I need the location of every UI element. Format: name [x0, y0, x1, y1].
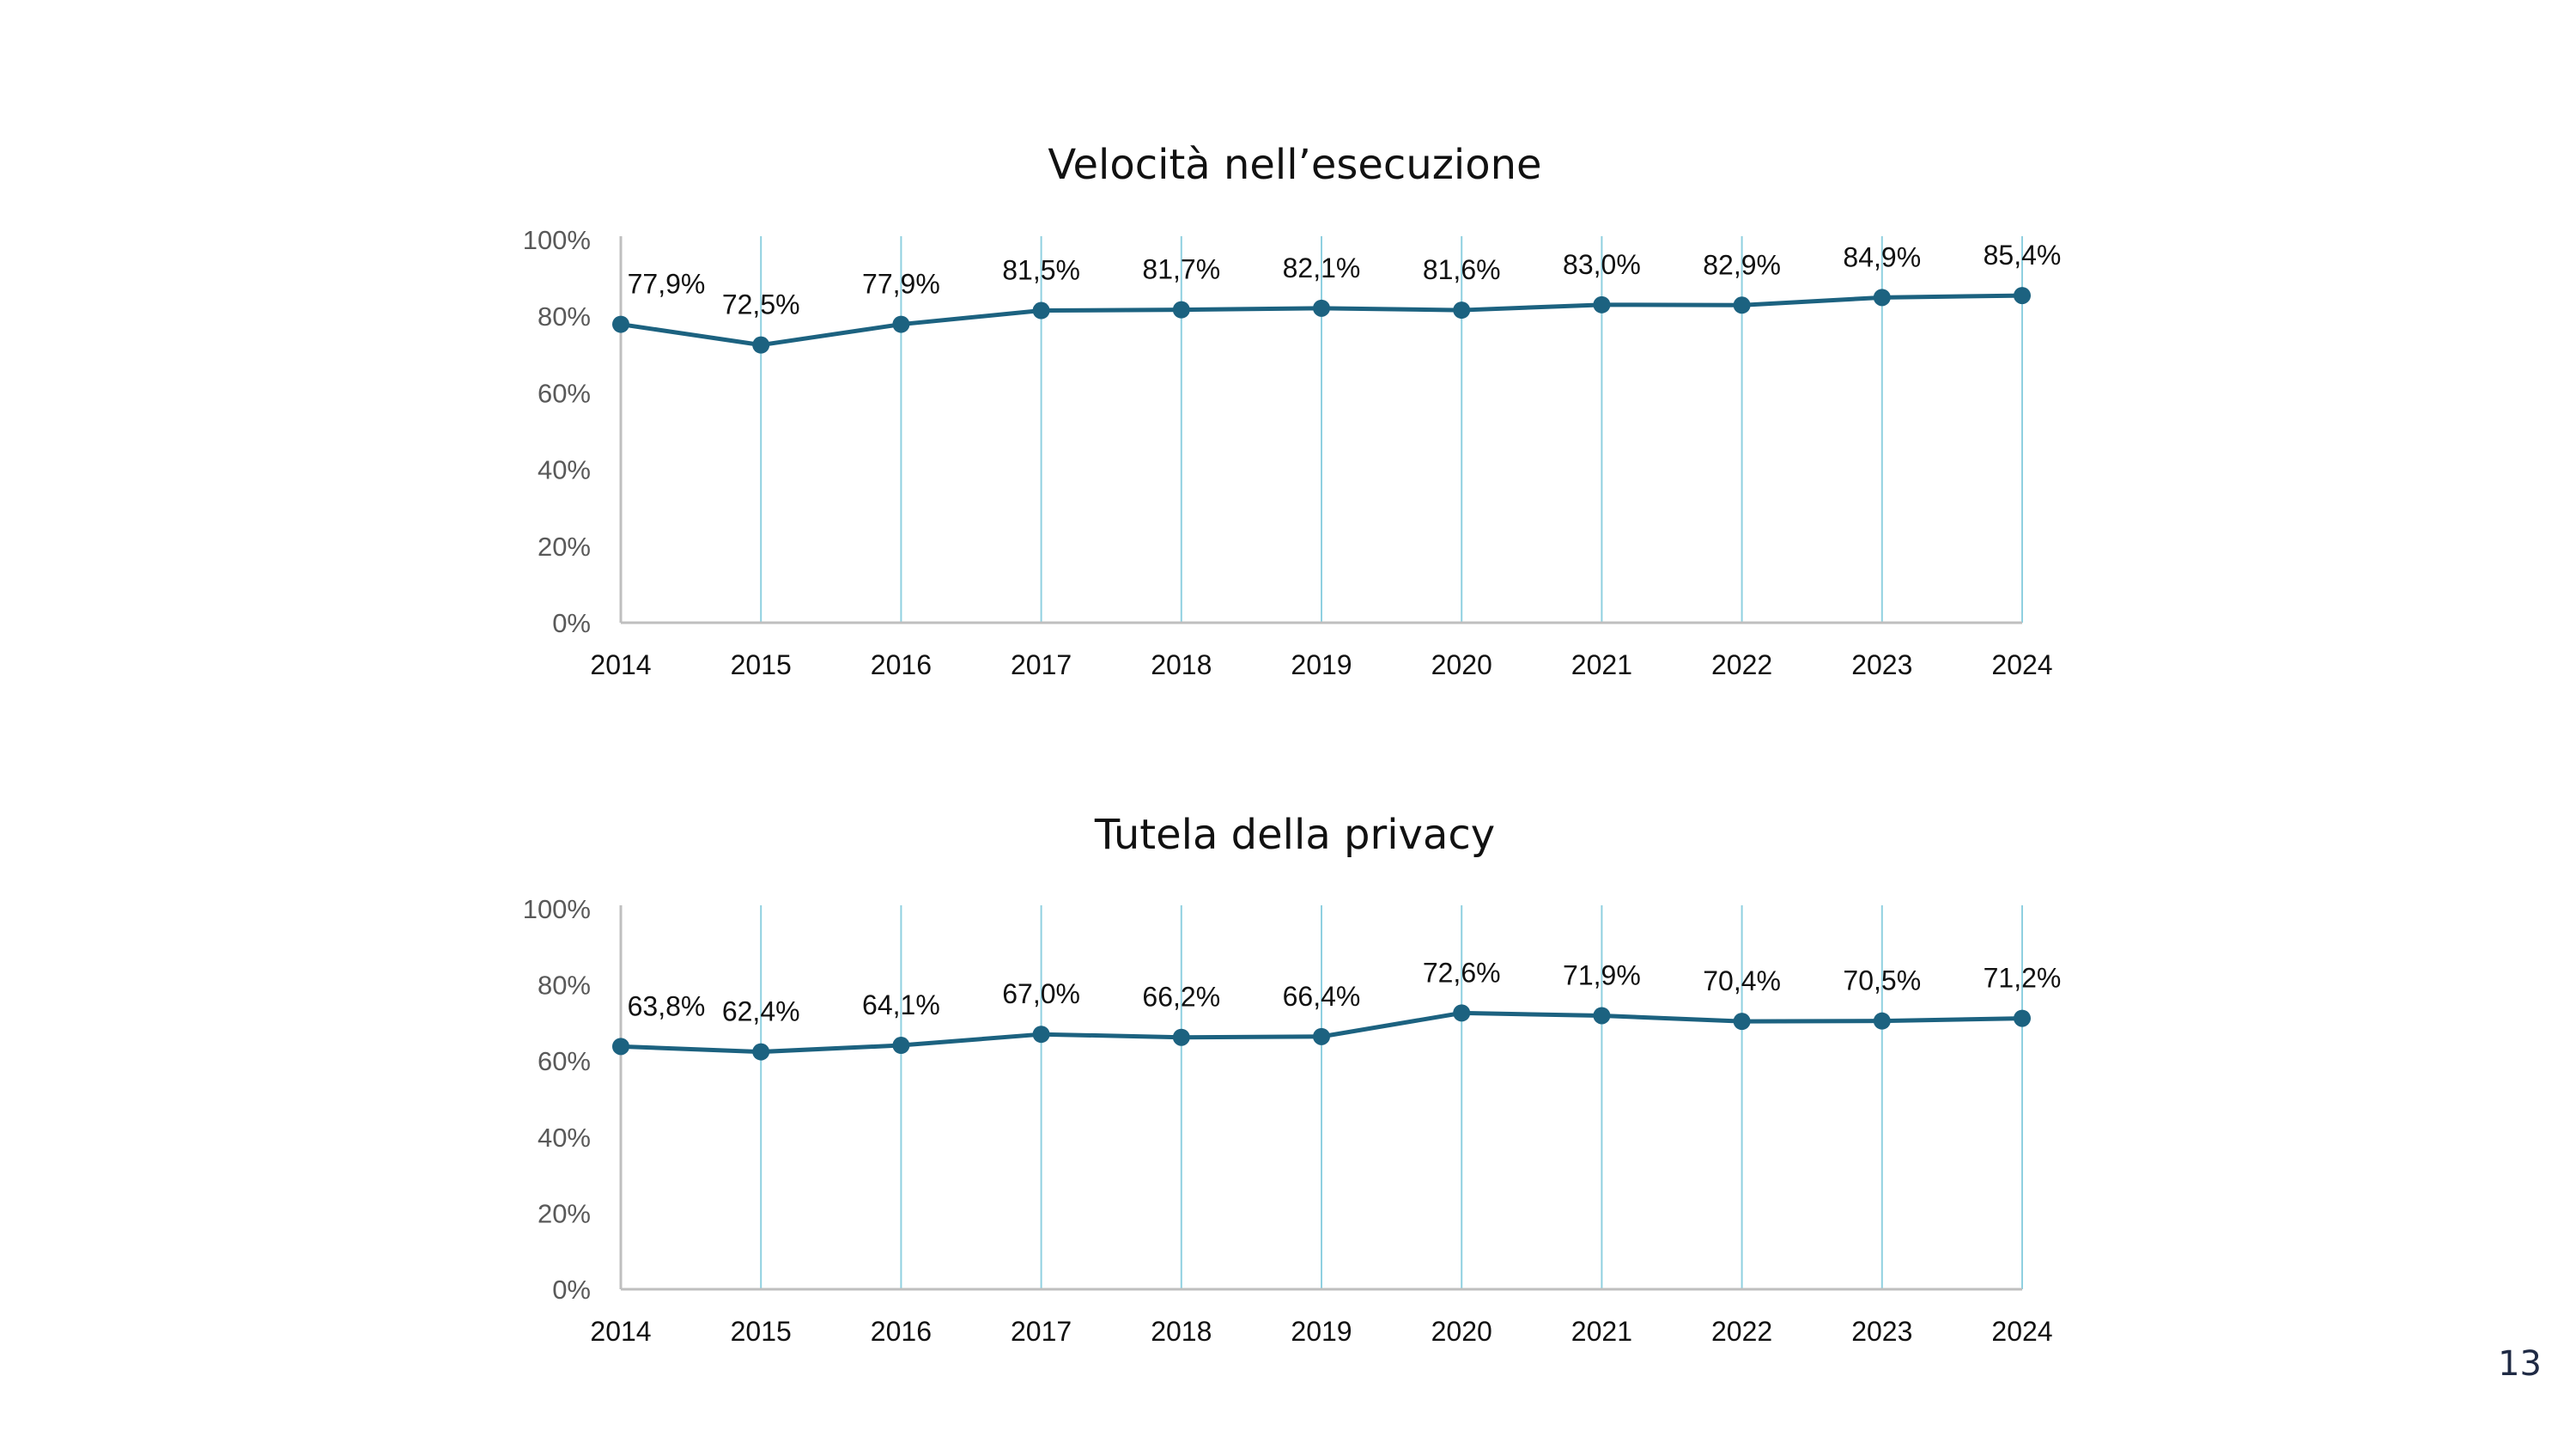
data-point-2019	[1313, 1027, 1330, 1045]
data-label-2018: 81,7%	[1142, 254, 1220, 285]
data-point-2019	[1313, 299, 1330, 317]
x-tick-label: 2024	[1991, 649, 2052, 680]
data-label-2019: 82,1%	[1283, 253, 1361, 283]
data-point-2024	[2014, 1009, 2031, 1027]
data-point-2018	[1172, 1028, 1190, 1046]
x-tick-label: 2015	[731, 1316, 792, 1347]
x-tick-label: 2016	[871, 649, 932, 680]
data-label-2018: 66,2%	[1142, 982, 1220, 1013]
data-point-2021	[1593, 1007, 1611, 1025]
data-label-2014: 63,8%	[628, 990, 706, 1021]
x-tick-label: 2014	[590, 1316, 651, 1347]
x-tick-label: 2021	[1571, 649, 1632, 680]
y-tick-label: 20%	[538, 1198, 591, 1228]
page-number: 13	[2498, 1344, 2542, 1384]
data-label-2015: 62,4%	[722, 996, 800, 1027]
y-tick-label: 100%	[523, 225, 591, 255]
x-tick-label: 2020	[1431, 649, 1492, 680]
chart-title: Velocità nell’esecuzione	[1048, 141, 1541, 189]
data-label-2024: 71,2%	[1984, 963, 2062, 994]
data-point-2022	[1733, 296, 1751, 314]
data-label-2022: 82,9%	[1703, 249, 1781, 280]
data-label-2021: 71,9%	[1563, 959, 1641, 990]
data-point-2017	[1032, 1026, 1050, 1044]
x-tick-label: 2018	[1151, 649, 1212, 680]
data-point-2022	[1733, 1013, 1751, 1031]
data-label-2021: 83,0%	[1563, 249, 1641, 280]
data-label-2015: 72,5%	[722, 289, 800, 320]
x-tick-label: 2019	[1291, 1316, 1352, 1347]
data-label-2020: 72,6%	[1423, 957, 1501, 988]
y-tick-label: 60%	[538, 1046, 591, 1076]
y-tick-label: 80%	[538, 301, 591, 332]
x-tick-label: 2023	[1851, 649, 1912, 680]
data-point-2023	[1873, 289, 1891, 307]
chart-title: Tutela della privacy	[1094, 811, 1495, 859]
data-label-2019: 66,4%	[1283, 981, 1361, 1012]
x-tick-label: 2022	[1711, 1316, 1772, 1347]
data-point-2014	[612, 1038, 629, 1056]
x-tick-label: 2023	[1851, 1316, 1912, 1347]
data-point-2014	[612, 315, 629, 333]
data-point-2015	[752, 1043, 770, 1061]
data-label-2014: 77,9%	[628, 269, 706, 300]
data-label-2017: 67,0%	[1002, 978, 1080, 1009]
data-label-2020: 81,6%	[1423, 254, 1501, 285]
data-label-2016: 64,1%	[862, 989, 940, 1020]
data-label-2017: 81,5%	[1002, 255, 1080, 286]
data-label-2023: 84,9%	[1843, 241, 1921, 272]
y-tick-label: 60%	[538, 378, 591, 408]
chart-velocita: Velocità nell’esecuzione 0% 20% 40% 60% 80% 10…	[523, 141, 2062, 680]
data-point-2020	[1453, 1004, 1471, 1022]
x-tick-label: 2018	[1151, 1316, 1212, 1347]
y-tick-label: 100%	[523, 894, 591, 924]
chart-privacy: Tutela della privacy 0% 20% 40% 60% 80% 100% 20…	[523, 811, 2062, 1347]
data-label-2023: 70,5%	[1843, 965, 1921, 996]
data-point-2023	[1873, 1012, 1891, 1030]
data-point-2024	[2014, 287, 2031, 305]
x-tick-label: 2015	[731, 649, 792, 680]
y-tick-label: 80%	[538, 971, 591, 1001]
data-point-2017	[1032, 301, 1050, 320]
data-point-2021	[1593, 295, 1611, 314]
x-tick-label: 2021	[1571, 1316, 1632, 1347]
x-tick-label: 2017	[1011, 649, 1072, 680]
x-tick-label: 2017	[1011, 1316, 1072, 1347]
y-tick-label: 0%	[552, 1275, 591, 1305]
x-tick-label: 2019	[1291, 649, 1352, 680]
x-tick-label: 2014	[590, 649, 651, 680]
y-tick-label: 40%	[538, 455, 591, 485]
y-tick-label: 0%	[552, 608, 591, 638]
x-tick-label: 2016	[871, 1316, 932, 1347]
x-tick-label: 2020	[1431, 1316, 1492, 1347]
data-point-2016	[892, 1037, 910, 1055]
x-tick-label: 2024	[1991, 1316, 2052, 1347]
y-tick-label: 40%	[538, 1123, 591, 1153]
data-label-2022: 70,4%	[1703, 965, 1781, 996]
data-point-2020	[1453, 301, 1471, 320]
y-tick-label: 20%	[538, 532, 591, 562]
data-point-2018	[1172, 301, 1190, 319]
data-label-2016: 77,9%	[862, 269, 940, 300]
data-label-2024: 85,4%	[1984, 240, 2062, 271]
x-tick-label: 2022	[1711, 649, 1772, 680]
data-point-2016	[892, 315, 910, 333]
data-point-2015	[752, 336, 770, 354]
